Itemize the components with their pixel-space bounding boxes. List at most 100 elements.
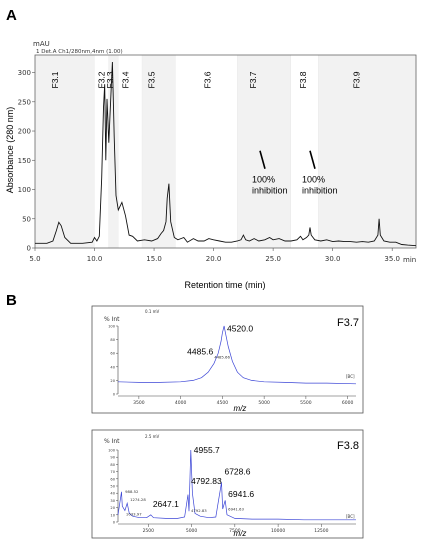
x-tick-label: 5000 <box>258 400 270 406</box>
peak-label: 4955.7 <box>194 445 220 455</box>
fraction-labels: F3.1 F3.2F3.3 F3.4 F3.5 F3.6 F3.7 F3.8 F3.9 <box>50 71 361 88</box>
inhibition-text: inhibition <box>302 186 338 196</box>
x-tick-label: 10000 <box>271 528 285 534</box>
y-tick-label: 60 <box>110 352 115 356</box>
ms-f38-trace <box>117 449 356 521</box>
ms-f37-right-label: [BC] <box>346 374 355 379</box>
inhibition-text: inhibition <box>252 186 288 196</box>
y-tick-label: 0 <box>27 245 31 253</box>
peak-label: 2647.1 <box>153 499 179 509</box>
x-tick-label: 6000 <box>342 400 354 406</box>
fraction-band <box>237 55 291 248</box>
y-tick-label: 20 <box>110 506 115 510</box>
y-tick-label: 50 <box>110 485 115 489</box>
fraction-band <box>318 55 416 248</box>
peak-sublabel: 1033.97 <box>126 512 142 517</box>
x-tick-label: 3500 <box>133 400 145 406</box>
inhibition-marker <box>259 150 266 169</box>
ms-f37-frame <box>91 305 364 414</box>
y-tick-label: 40 <box>110 492 115 496</box>
y-tick-label: 300 <box>18 69 31 77</box>
fraction-label: F3.4 <box>120 71 130 88</box>
ms-f38-annotations: 4955.74792.836728.66941.62647.1988.52127… <box>125 445 254 517</box>
y-tick-label: 60 <box>110 477 115 481</box>
fraction-label: F3.5 <box>147 71 157 88</box>
ms-f37-annotations: 4485.6 4520.0 4485.66 <box>187 323 253 359</box>
y-tick-label: 100 <box>18 186 31 194</box>
fraction-band <box>290 55 319 248</box>
y-tick-label: 80 <box>110 463 115 467</box>
fraction-label: F3.1 <box>50 71 60 88</box>
ms-f38-ylabel: % Int <box>104 438 120 445</box>
x-tick-label: 2500 <box>143 528 155 534</box>
y-tick-label: 100 <box>108 449 116 453</box>
chromatogram-panel: mAU 1 Det.A Ch1/280nm,4nm (1.00) F3.1 F3.… <box>5 40 417 290</box>
x-tick-label: 7500 <box>229 528 241 534</box>
ms-f37-ylabel: % Int <box>104 316 120 323</box>
fraction-band <box>175 55 238 248</box>
y-tick-label: 70 <box>110 470 115 474</box>
x-tick-label: 30.0 <box>325 255 341 263</box>
ms-f38-frame <box>91 429 364 539</box>
fraction-label: F3.7 <box>248 71 258 88</box>
ms-f37-trace <box>117 325 357 385</box>
y-tick-label: 0 <box>113 393 116 397</box>
x-axis-ticks: 5.0 10.0 15.0 20.0 25.0 30.0 35.0 <box>29 248 400 263</box>
x-tick-label: 5500 <box>300 400 312 406</box>
peak-label: 4520.0 <box>227 323 253 333</box>
fraction-label: F3.3 <box>105 71 115 88</box>
y-tick-label: 200 <box>18 128 31 136</box>
ms-f37-header: 0.1 mV <box>145 309 160 314</box>
y-axis-ticks: 0 50 100 150 200 250 300 <box>18 69 35 253</box>
fraction-label: F3.9 <box>351 71 361 88</box>
x-tick-label: 5.0 <box>29 255 40 263</box>
fraction-band <box>118 55 143 248</box>
chromatogram-detector-label: 1 Det.A Ch1/280nm,4nm (1.00) <box>36 49 123 55</box>
panel-label-a: A <box>6 7 17 24</box>
ms-f38-x-ticks: 2500 5000 7500 10000 12500 <box>118 523 356 534</box>
ms-f38-corner-label: F3.8 <box>337 440 359 452</box>
fraction-label: F3.6 <box>203 71 213 88</box>
y-tick-label: 10 <box>110 513 115 517</box>
peak-label: 6941.6 <box>228 489 254 499</box>
x-tick-label: 5000 <box>186 528 198 534</box>
fraction-band <box>142 55 176 248</box>
peak-sublabel: 1274.28 <box>130 497 146 502</box>
ms-f38-xlabel: m/z <box>234 529 247 538</box>
ms-f38-header: 2.5 mV <box>145 434 160 439</box>
peak-label: 4485.6 <box>187 347 213 357</box>
x-tick-label: 35.0 <box>384 255 400 263</box>
fraction-bands <box>35 55 417 248</box>
ms-f37-xlabel: m/z <box>234 404 247 413</box>
peak-label: 6728.6 <box>224 466 250 476</box>
peak-sublabel: 6941.63 <box>228 506 244 511</box>
chromatogram-trace <box>35 61 417 247</box>
y-tick-label: 30 <box>110 499 115 503</box>
x-tick-label: 25.0 <box>265 255 281 263</box>
x-tick-label: 4000 <box>175 400 187 406</box>
x-tick-label: 4500 <box>217 400 229 406</box>
fraction-label: F3.8 <box>298 71 308 88</box>
panel-label-b: B <box>6 292 17 309</box>
y-tick-label: 50 <box>22 215 31 223</box>
x-axis-unit: min <box>403 256 416 264</box>
x-tick-label: 15.0 <box>146 255 162 263</box>
peak-sublabel: 4792.83 <box>191 508 207 513</box>
x-tick-label: 12500 <box>314 528 328 534</box>
peak-sublabel: 988.52 <box>125 489 139 494</box>
x-tick-label: 20.0 <box>206 255 222 263</box>
ms-spectrum-f37-panel: F3.7 % Int 0.1 mV [BC] 0 20 40 60 80 100 3500… <box>91 305 364 414</box>
chromatogram-unit-label: mAU <box>33 40 50 48</box>
chromatogram-frame <box>34 54 417 249</box>
fraction-band <box>108 55 119 248</box>
ms-f37-x-ticks: 3500 4000 4500 5000 5500 6000 <box>118 395 356 406</box>
y-tick-label: 250 <box>18 98 31 106</box>
fraction-band <box>35 55 95 248</box>
peak-label: 4792.83 <box>191 476 222 486</box>
y-tick-label: 20 <box>110 379 115 383</box>
inhibition-percent: 100% <box>302 175 325 185</box>
ms-f38-y-ticks: 0 10 20 30 40 50 60 70 80 90 100 <box>108 449 119 525</box>
y-tick-label: 0 <box>113 521 116 525</box>
